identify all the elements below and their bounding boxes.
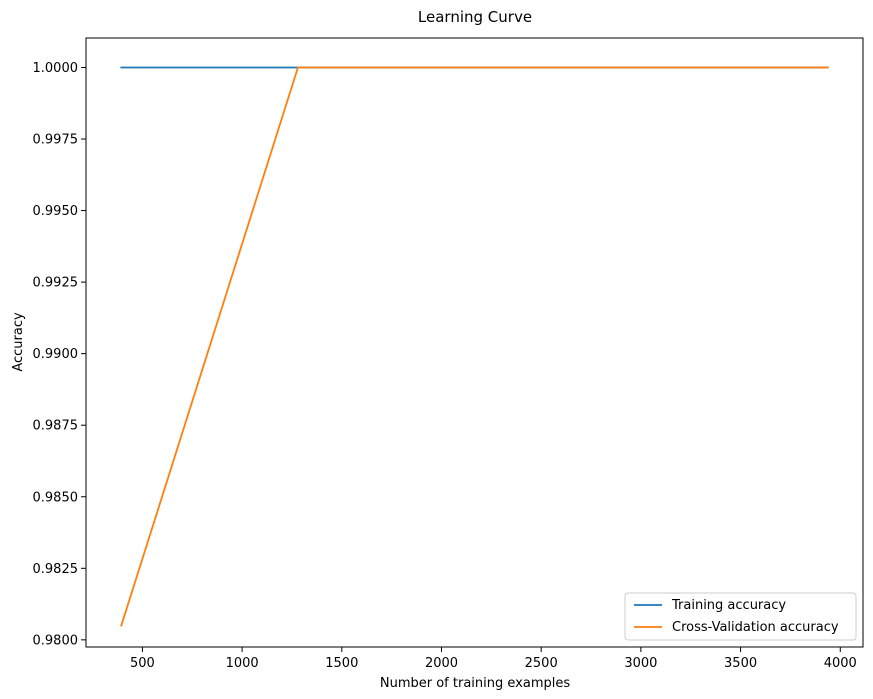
x-tick-label: 4000 xyxy=(824,656,857,671)
x-axis-label: Number of training examples xyxy=(380,676,570,691)
y-tick-label: 0.9975 xyxy=(33,133,79,148)
x-tick-label: 1000 xyxy=(226,656,259,671)
x-tick-label: 2000 xyxy=(425,656,458,671)
x-tick-label: 3500 xyxy=(724,656,757,671)
series-line-cross-validation xyxy=(120,66,829,627)
x-tick-label: 1500 xyxy=(325,656,358,671)
y-tick-label: 0.9800 xyxy=(33,633,79,648)
legend-label-training: Training accuracy xyxy=(671,598,786,613)
y-tick-label: 0.9875 xyxy=(33,419,79,434)
y-tick-label: 0.9825 xyxy=(33,562,79,577)
y-tick-label: 0.9900 xyxy=(33,347,79,362)
ticks-layer: 500 1000 1500 2000 2500 3000 3500 4000 0.9800 0.9… xyxy=(33,61,857,671)
y-tick-label: 0.9925 xyxy=(33,276,79,291)
y-axis-label: Accuracy xyxy=(11,312,26,372)
plot-frame xyxy=(85,37,864,648)
series-layer xyxy=(120,66,829,627)
legend-label-cross-validation: Cross-Validation accuracy xyxy=(672,620,839,635)
y-tick-label: 0.9850 xyxy=(33,490,79,505)
y-tick-label: 0.9950 xyxy=(33,204,79,219)
chart-title: Learning Curve xyxy=(418,8,532,26)
y-tick-label: 1.0000 xyxy=(33,61,79,76)
legend: Training accuracy Cross-Validation accur… xyxy=(624,592,857,641)
x-tick-label: 500 xyxy=(130,656,155,671)
x-tick-label: 2500 xyxy=(525,656,558,671)
x-tick-label: 3000 xyxy=(624,656,657,671)
legend-box xyxy=(624,592,857,641)
